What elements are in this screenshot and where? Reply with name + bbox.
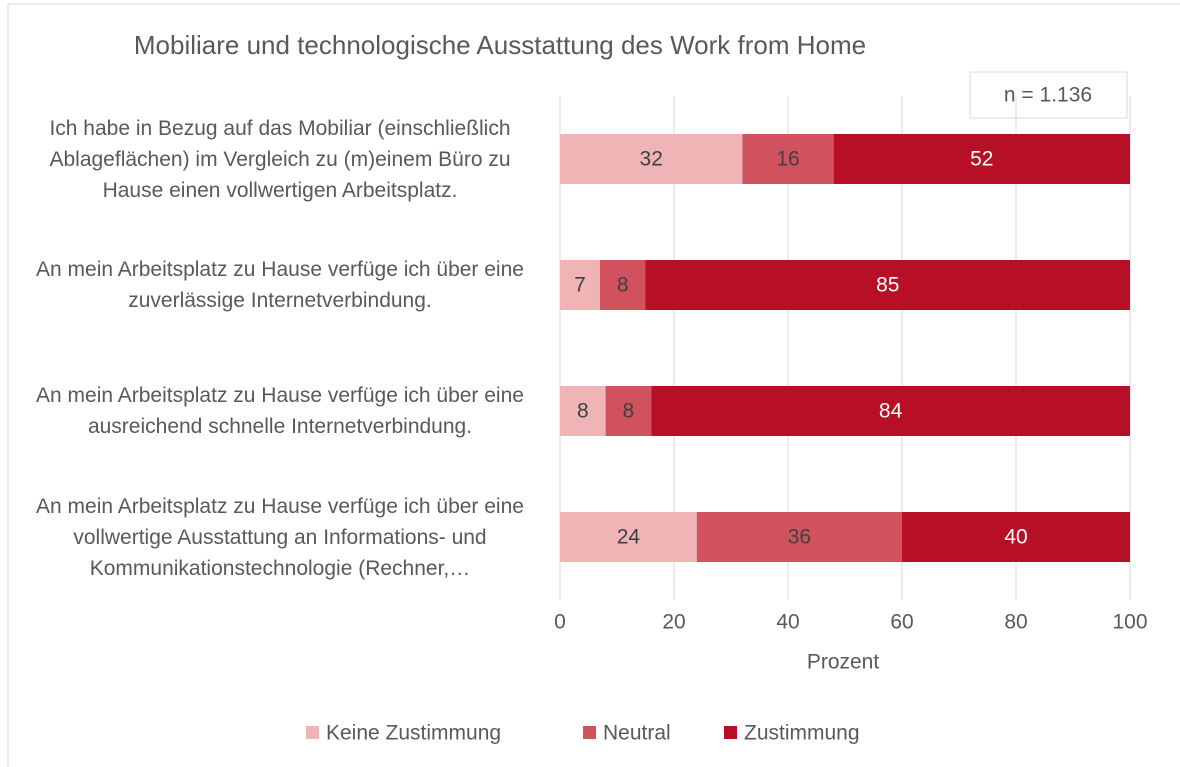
legend-swatch [724,726,737,739]
data-label: 85 [876,274,899,297]
legend-swatch [306,726,319,739]
y-tick-label: An mein Arbeitsplatz zu Hause verfüge ic… [36,258,524,312]
bar-segment [560,512,697,562]
legend-label: Keine Zustimmung [326,722,501,745]
bar-segment [560,386,606,436]
bar-segment [645,260,1130,310]
bar-segment [696,512,902,562]
bar-segment [742,134,834,184]
data-label: 8 [623,400,635,423]
x-axis-title: Prozent [807,651,880,674]
x-tick-label: 20 [662,611,685,634]
chart-title: Mobiliare und technologische Ausstattung… [134,30,866,60]
y-tick-label: An mein Arbeitsplatz zu Hause verfüge ic… [36,384,524,438]
data-label: 8 [577,400,589,423]
bar-segment [560,260,600,310]
data-label: 52 [970,148,993,171]
legend-label: Neutral [603,722,671,745]
data-label: 40 [1004,526,1027,549]
data-label: 36 [788,526,811,549]
data-label: 24 [617,526,641,549]
bar-segment [605,386,652,436]
bar-segment [560,134,743,184]
x-tick-label: 40 [776,611,799,634]
bar-segment [833,134,1130,184]
x-tick-label: 100 [1112,611,1147,634]
y-tick-label: An mein Arbeitsplatz zu Hause verfüge ic… [36,494,524,580]
x-tick-label: 0 [554,611,566,634]
data-label: 16 [776,148,799,171]
data-label: 32 [640,148,663,171]
data-label: 7 [574,274,586,297]
chart-border [7,3,1180,767]
legend-swatch [583,726,596,739]
bar-segment [902,512,1130,562]
bar-segment [599,260,646,310]
x-tick-label: 80 [1004,611,1027,634]
annotation-box [969,71,1128,119]
data-label: 8 [617,274,629,297]
annotation: n = 1.136 [1004,84,1092,107]
legend-label: Zustimmung [744,722,860,745]
y-tick-label: Ich habe in Bezug auf das Mobiliar (eins… [49,116,511,202]
bar-segment [651,386,1130,436]
data-label: 84 [879,400,903,423]
x-tick-label: 60 [890,611,913,634]
